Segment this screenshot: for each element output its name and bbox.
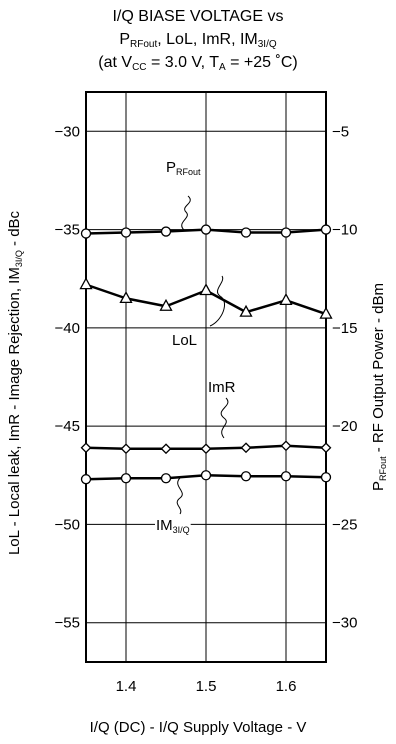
data-point-LoL — [319, 306, 333, 319]
axis-ticks: 1.4 1.5 1.6 −30 −35 −40 −45 −50 −55 −5 −10 −15 −20 −2… — [55, 123, 358, 695]
axis-labels: I/Q (DC) - I/Q Supply Voltage - V LoL - L… — [6, 210, 388, 736]
y-left-tick-label: −45 — [55, 418, 80, 435]
chart-title-line: PRFout, LoL, ImR, IM3I/Q — [119, 31, 276, 50]
data-point-LoL — [279, 292, 293, 305]
annotation-bg — [171, 332, 199, 349]
y-left-tick-label: −35 — [55, 222, 80, 239]
x-tick-label: 1.6 — [276, 678, 297, 695]
annotation-bg — [207, 379, 237, 396]
x-tick-label: 1.4 — [116, 678, 137, 695]
data-point-ImR — [320, 442, 332, 454]
annotations: PRFout LoL ImR IM3I/Q — [155, 159, 237, 535]
x-axis-label: I/Q (DC) - I/Q Supply Voltage - V — [90, 719, 307, 736]
callout-IM3I/Q — [176, 477, 183, 515]
y-right-tick-label: −10 — [332, 222, 357, 239]
chart-title-line: (at VCC = 3.0 V, TA = +25 ˚C) — [98, 54, 297, 73]
data-point-ImR — [120, 443, 132, 455]
data-point-LoL — [199, 283, 213, 296]
annotation-label-IM3I/Q: IM3I/Q — [156, 517, 190, 535]
data-point-ImR — [280, 440, 292, 452]
data-point-PRFout — [240, 227, 252, 238]
chart-title: I/Q BIASE VOLTAGE vs PRFout, LoL, ImR, IM… — [98, 8, 297, 73]
grid — [86, 92, 326, 662]
y-right-tick-label: −5 — [332, 123, 349, 140]
annotation-bg — [155, 517, 191, 535]
y-left-axis-label: LoL - Local leak, ImR - Image Rejection,… — [6, 210, 24, 555]
plot-frame — [85, 91, 327, 663]
data-point-IM3I/Q — [280, 471, 292, 482]
y-right-tick-label: −15 — [332, 320, 357, 337]
data-point-LoL — [119, 291, 133, 304]
data-point-ImR — [200, 443, 212, 455]
series-group — [79, 224, 333, 485]
callout-LoL — [209, 275, 225, 327]
data-point-PRFout — [120, 227, 132, 238]
data-point-IM3I/Q — [200, 470, 212, 481]
data-point-ImR — [160, 443, 172, 455]
y-left-tick-label: −30 — [55, 123, 80, 140]
y-right-tick-label: −25 — [332, 516, 357, 533]
data-point-ImR — [240, 442, 252, 454]
y-left-tick-label: −50 — [55, 516, 80, 533]
data-point-PRFout — [160, 226, 172, 237]
data-point-IM3I/Q — [160, 473, 172, 484]
data-point-IM3I/Q — [320, 472, 332, 483]
data-point-IM3I/Q — [80, 474, 92, 485]
data-point-IM3I/Q — [120, 473, 132, 484]
y-left-tick-label: −55 — [55, 615, 80, 632]
data-point-PRFout — [320, 224, 332, 235]
y-right-tick-label: −30 — [332, 615, 357, 632]
chart-title-line: I/Q BIASE VOLTAGE vs — [112, 8, 283, 25]
annotation-label-PRFout: PRFout — [166, 159, 201, 177]
annotation-label-ImR: ImR — [208, 379, 236, 396]
callout-ImR — [220, 397, 229, 439]
y-right-axis-label: PRFout - RF Output Power - dBm — [370, 283, 388, 491]
data-point-PRFout — [280, 227, 292, 238]
data-point-PRFout — [200, 224, 212, 235]
data-point-PRFout — [80, 228, 92, 239]
y-left-tick-label: −40 — [55, 320, 80, 337]
annotation-bg — [165, 159, 203, 177]
data-point-LoL — [239, 304, 253, 317]
data-point-LoL — [79, 277, 93, 290]
annotation-label-LoL: LoL — [172, 332, 197, 349]
data-point-LoL — [159, 298, 173, 311]
x-tick-label: 1.5 — [196, 678, 217, 695]
callout-PRFout — [181, 195, 191, 231]
data-point-IM3I/Q — [240, 471, 252, 482]
data-point-ImR — [80, 442, 92, 454]
y-right-tick-label: −20 — [332, 418, 357, 435]
